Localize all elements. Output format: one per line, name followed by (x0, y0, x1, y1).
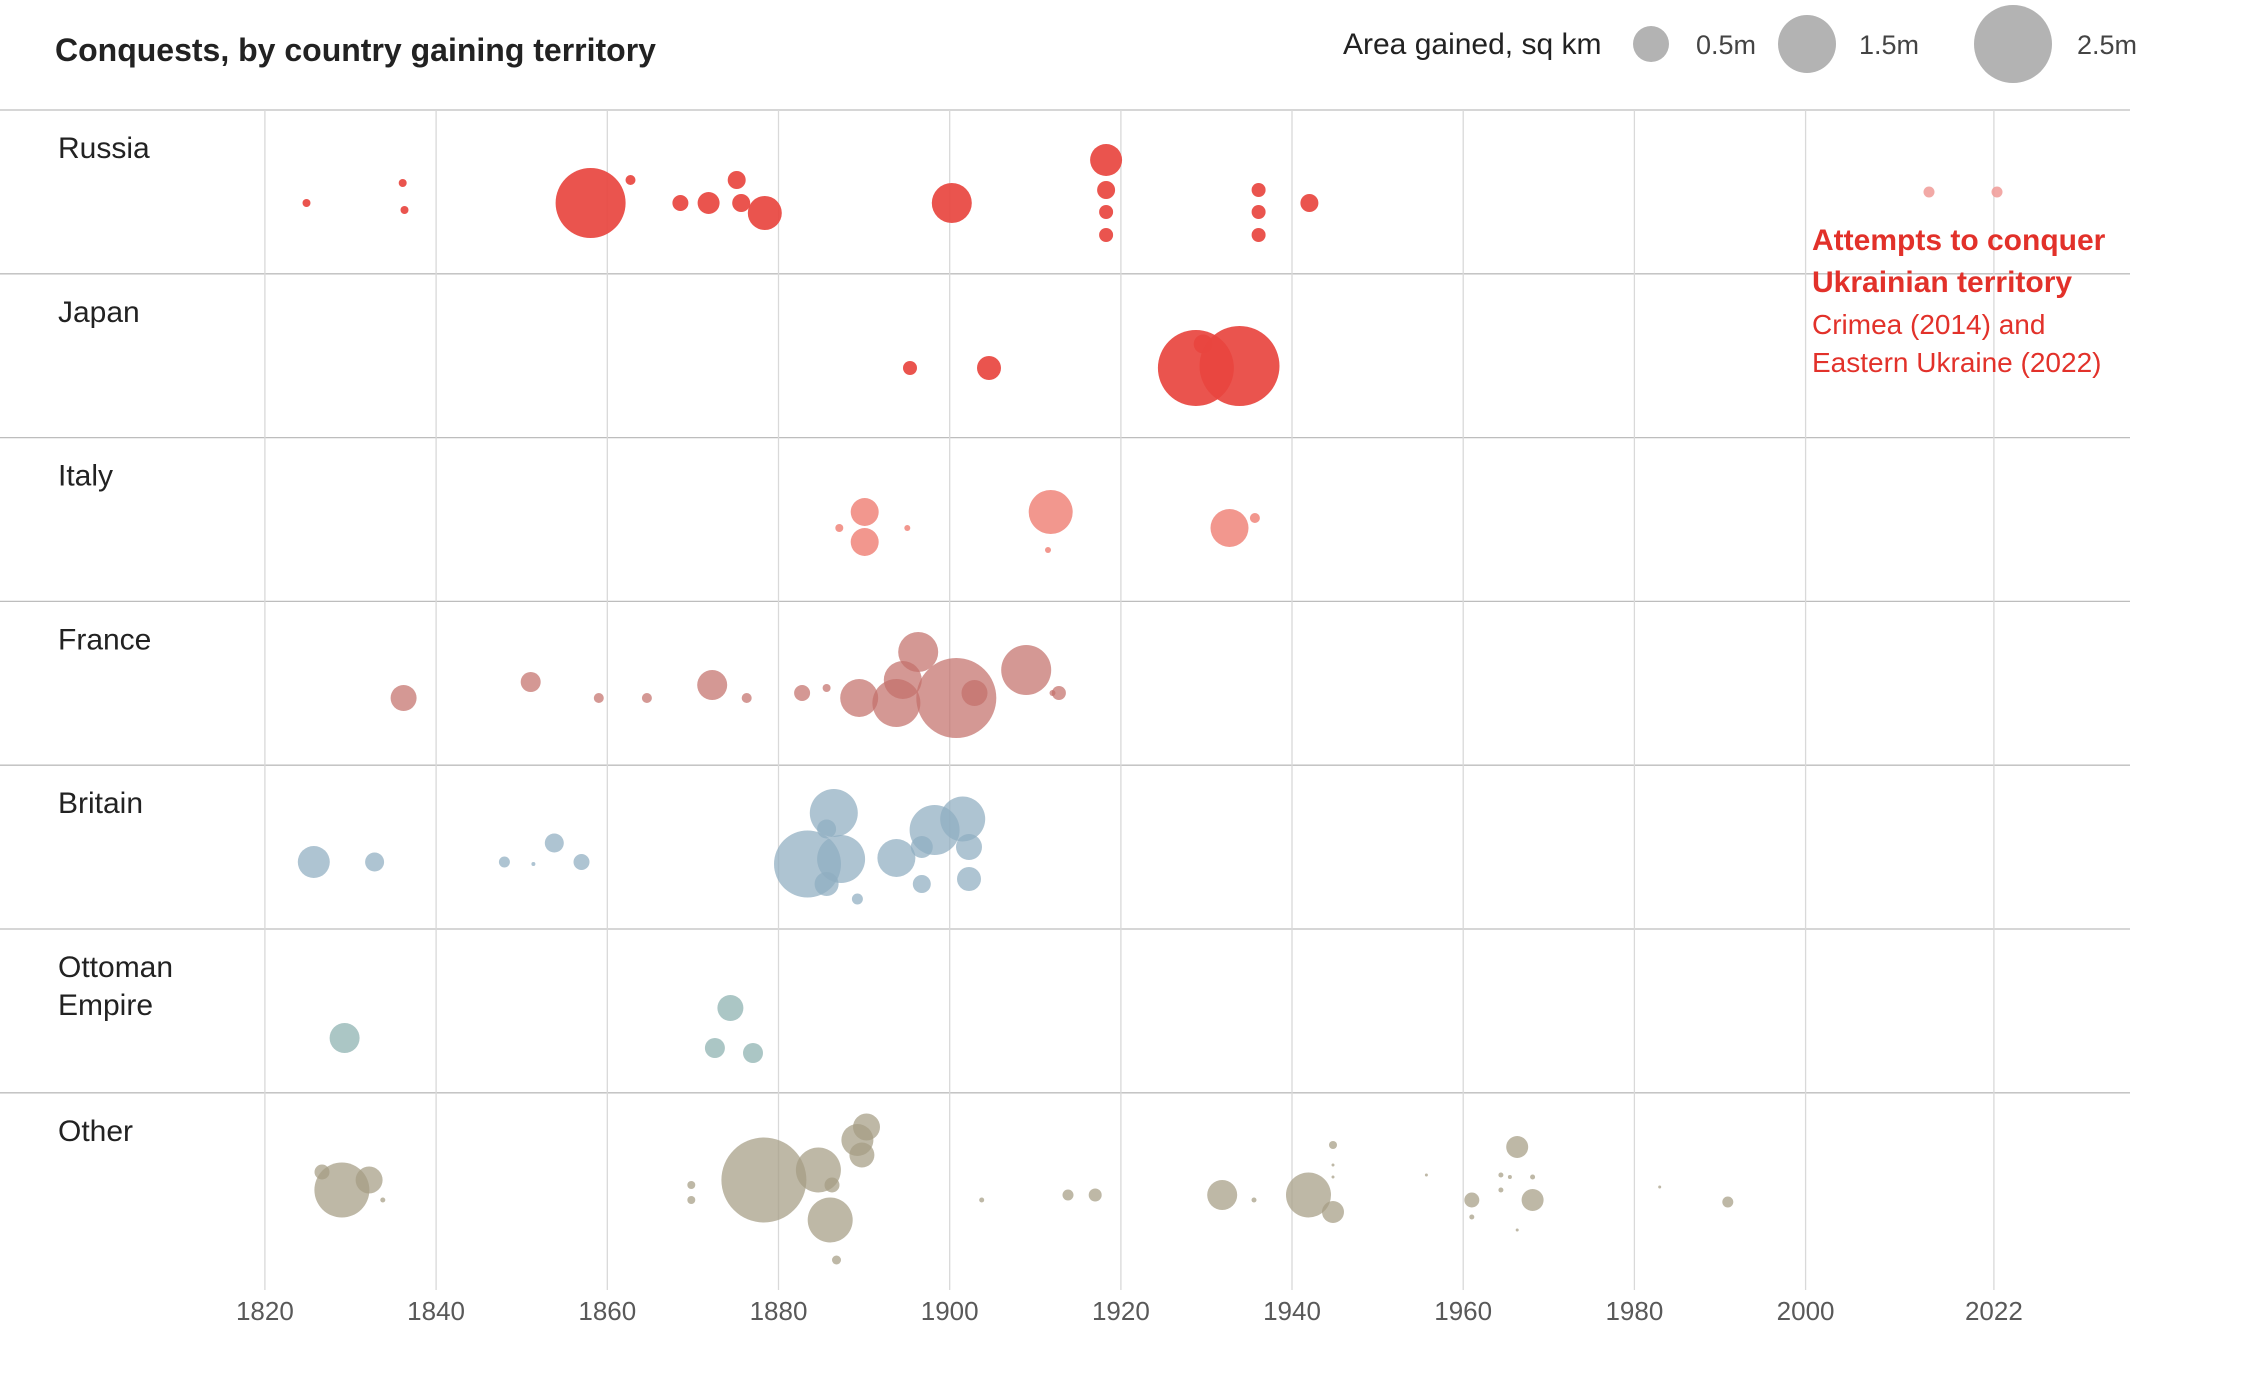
svg-text:Crimea (2014) and: Crimea (2014) and (1812, 309, 2045, 340)
svg-text:Area gained, sq km: Area gained, sq km (1343, 28, 1601, 61)
svg-text:Other: Other (58, 1115, 133, 1148)
svg-text:Ottoman: Ottoman (58, 951, 173, 984)
svg-text:Russia: Russia (58, 132, 150, 165)
svg-text:France: France (58, 623, 151, 656)
svg-text:1.5m: 1.5m (1859, 30, 1919, 60)
svg-text:1940: 1940 (1263, 1296, 1321, 1326)
svg-text:1880: 1880 (750, 1296, 808, 1326)
svg-text:1920: 1920 (1092, 1296, 1150, 1326)
svg-text:Italy: Italy (58, 460, 113, 493)
svg-text:0.5m: 0.5m (1696, 30, 1756, 60)
svg-text:2022: 2022 (1965, 1296, 2023, 1326)
svg-text:Attempts to conquer: Attempts to conquer (1812, 224, 2106, 257)
svg-text:1860: 1860 (578, 1296, 636, 1326)
svg-text:Britain: Britain (58, 787, 143, 820)
svg-text:1900: 1900 (921, 1296, 979, 1326)
svg-text:Japan: Japan (58, 296, 140, 329)
svg-text:1820: 1820 (236, 1296, 294, 1326)
svg-text:Eastern Ukraine (2022): Eastern Ukraine (2022) (1812, 347, 2101, 378)
svg-text:1960: 1960 (1434, 1296, 1492, 1326)
svg-text:2.5m: 2.5m (2077, 30, 2137, 60)
svg-text:2000: 2000 (1777, 1296, 1835, 1326)
svg-text:Ukrainian territory: Ukrainian territory (1812, 266, 2072, 299)
svg-text:Empire: Empire (58, 989, 153, 1022)
svg-text:1980: 1980 (1605, 1296, 1663, 1326)
svg-text:1840: 1840 (407, 1296, 465, 1326)
